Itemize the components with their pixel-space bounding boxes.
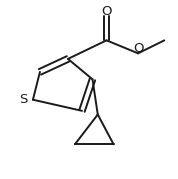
Text: O: O bbox=[134, 42, 144, 55]
Text: O: O bbox=[101, 5, 112, 18]
Text: S: S bbox=[19, 93, 27, 106]
